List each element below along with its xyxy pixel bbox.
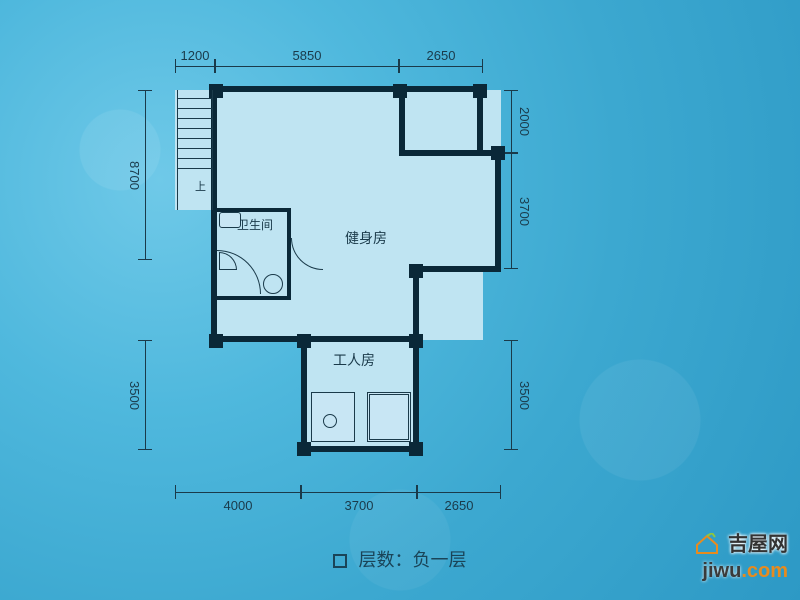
- watermark-cn-text: 吉屋网: [728, 534, 788, 556]
- wall-maid-left: [301, 336, 307, 450]
- watermark-domain-tld: com: [747, 560, 788, 582]
- column-5: [409, 264, 423, 278]
- maid-fixture-circle-icon: [323, 414, 337, 428]
- watermark-domain-main: jiwu: [702, 560, 741, 582]
- dim-bottom-1-label: 4000: [175, 498, 301, 513]
- dim-right-1-label: 2000: [517, 90, 532, 153]
- wall-maid-bottom: [301, 446, 419, 452]
- wall-right-ext: [495, 150, 501, 270]
- column-8: [297, 442, 311, 456]
- dim-right-2-label: 3700: [517, 153, 532, 269]
- dim-right-3-line: [511, 340, 512, 450]
- maid-room-label: 工人房: [333, 350, 375, 370]
- stair-tread-4: [177, 128, 212, 129]
- floor-note-value: 负一层: [413, 550, 467, 570]
- dim-left-1-label: 8700: [127, 90, 142, 260]
- stair-tread-3: [177, 118, 212, 119]
- dim-left-2-line: [145, 340, 146, 450]
- dim-left-1-line: [145, 90, 146, 260]
- column-3: [473, 84, 487, 98]
- column-2: [393, 84, 407, 98]
- dim-bottom-2-label: 3700: [301, 498, 417, 513]
- maid-closet-inner: [369, 394, 409, 440]
- dim-bottom-3-line: [417, 492, 501, 493]
- watermark: 吉屋网 jiwu.com: [694, 533, 788, 582]
- dim-top-1-label: 1200: [175, 48, 215, 63]
- dim-bottom-3-label: 2650: [417, 498, 501, 513]
- stair-direction-label: 上: [195, 178, 206, 194]
- dim-left-2-label: 3500: [127, 340, 142, 450]
- dim-top-2-label: 5850: [215, 48, 399, 63]
- dim-right-3-label: 3500: [517, 340, 532, 450]
- column-4: [491, 146, 505, 160]
- dim-top-1-line: [175, 66, 215, 67]
- gym-extension-interior: [399, 90, 501, 270]
- dim-bottom-1-line: [175, 492, 301, 493]
- dim-bottom-2-line: [301, 492, 417, 493]
- column-7: [297, 334, 311, 348]
- floor-note: 层数：负一层: [0, 546, 800, 572]
- stair-tread-8: [177, 168, 212, 169]
- column-10: [209, 334, 223, 348]
- floor-note-square-icon: [333, 554, 347, 568]
- stair-tread-2: [177, 108, 212, 109]
- dim-top-2-line: [215, 66, 399, 67]
- wall-notch-bottom: [399, 150, 501, 156]
- floor-plan: 1200 5850 2650 4000 3700 2650 8700 3500 …: [155, 50, 675, 520]
- stair-rail-right: [212, 90, 213, 210]
- gym-label: 健身房: [345, 228, 387, 248]
- bathroom-label: 卫生间: [237, 216, 273, 233]
- dim-right-1-line: [511, 90, 512, 153]
- stair-tread-5: [177, 138, 212, 139]
- bathroom-wall-right: [287, 208, 291, 300]
- house-icon: [694, 533, 720, 560]
- wall-ext-bottom: [413, 266, 501, 272]
- dim-right-2-line: [511, 153, 512, 269]
- sink-fixture-icon: [219, 212, 241, 228]
- wall-maid-right: [413, 336, 419, 450]
- stair-tread-1: [177, 98, 212, 99]
- column-9: [409, 442, 423, 456]
- stair-tread-6: [177, 148, 212, 149]
- wall-top: [215, 86, 483, 92]
- dim-top-3-line: [399, 66, 483, 67]
- stair-tread-7: [177, 158, 212, 159]
- column-6: [409, 334, 423, 348]
- dim-top-3-label: 2650: [399, 48, 483, 63]
- floor-note-prefix: 层数：: [359, 550, 413, 570]
- wall-bottom-left: [211, 336, 307, 342]
- wall-maid-top: [301, 336, 419, 342]
- toilet-fixture-icon: [263, 274, 283, 294]
- bathroom-wall-bottom: [215, 296, 291, 300]
